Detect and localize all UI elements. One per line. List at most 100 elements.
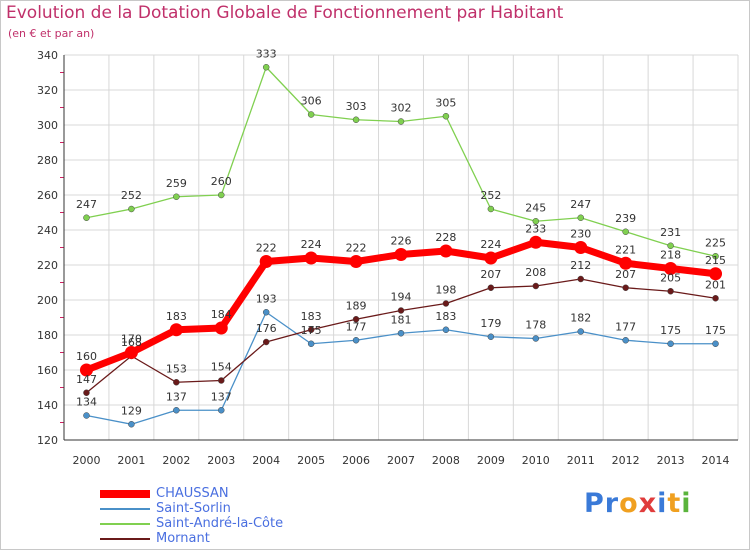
- data-point-saint-sorlin: [173, 407, 180, 414]
- data-point-chaussan: [484, 251, 498, 265]
- data-label-mornant: 207: [480, 268, 501, 281]
- data-point-mornant: [712, 295, 719, 302]
- data-label-saint-sorlin: 134: [76, 396, 97, 409]
- data-label-saint-sorlin: 175: [660, 324, 681, 337]
- x-tick-label: 2005: [297, 454, 325, 467]
- data-point-chaussan: [304, 251, 318, 265]
- data-point-saint-andre-la-cote: [218, 191, 225, 199]
- data-label-saint-andre-la-cote: 305: [435, 96, 456, 109]
- data-label-mornant: 153: [166, 362, 187, 375]
- data-label-mornant: 183: [301, 310, 322, 323]
- y-tick-label: 280: [37, 154, 58, 167]
- y-tick-label: 220: [37, 259, 58, 272]
- data-point-saint-andre-la-cote: [577, 214, 584, 221]
- data-point-chaussan: [619, 256, 633, 270]
- data-point-saint-andre-la-cote: [128, 205, 135, 213]
- data-label-saint-sorlin: 182: [570, 312, 591, 325]
- data-point-saint-sorlin: [218, 407, 225, 414]
- data-label-chaussan: 222: [346, 242, 367, 255]
- data-point-mornant: [307, 326, 315, 333]
- data-point-chaussan: [349, 255, 363, 268]
- data-point-chaussan: [169, 323, 183, 337]
- data-label-mornant: 212: [570, 259, 591, 272]
- data-label-saint-andre-la-cote: 247: [76, 198, 97, 211]
- data-point-saint-sorlin: [262, 309, 270, 316]
- data-label-mornant: 168: [121, 336, 142, 349]
- x-tick-label: 2001: [117, 454, 145, 467]
- data-label-mornant: 205: [660, 271, 681, 284]
- x-tick-label: 2007: [387, 454, 415, 467]
- data-label-saint-sorlin: 129: [121, 404, 142, 417]
- data-point-mornant: [667, 288, 674, 295]
- y-tick-label: 120: [37, 434, 58, 447]
- logo-letter: o: [619, 488, 639, 519]
- logo-letter: i: [657, 488, 668, 519]
- data-point-chaussan: [529, 235, 543, 249]
- x-tick-label: 2000: [72, 454, 100, 467]
- y-tick-label: 200: [37, 294, 58, 307]
- data-label-saint-sorlin: 181: [391, 313, 412, 326]
- y-tick-label: 320: [37, 84, 58, 97]
- x-tick-label: 2004: [252, 454, 280, 467]
- data-label-chaussan: 183: [166, 310, 187, 323]
- x-tick-label: 2012: [612, 454, 640, 467]
- data-label-saint-sorlin: 137: [166, 390, 187, 403]
- data-label-saint-sorlin: 175: [301, 324, 322, 337]
- data-point-mornant: [622, 284, 629, 291]
- data-point-saint-andre-la-cote: [667, 242, 674, 249]
- data-label-saint-andre-la-cote: 302: [391, 102, 412, 115]
- data-point-saint-sorlin: [442, 326, 450, 333]
- data-label-saint-andre-la-cote: 252: [480, 189, 501, 202]
- data-point-saint-sorlin: [532, 335, 540, 342]
- legend-label: Saint-Sorlin: [156, 501, 231, 516]
- x-tick-label: 2006: [342, 454, 370, 467]
- data-label-saint-andre-la-cote: 306: [301, 95, 322, 108]
- data-point-mornant: [397, 307, 405, 314]
- data-label-mornant: 207: [615, 268, 636, 281]
- data-label-chaussan: 184: [211, 308, 232, 321]
- y-tick-label: 260: [37, 189, 58, 202]
- data-label-saint-sorlin: 179: [480, 317, 501, 330]
- data-label-mornant: 208: [525, 266, 546, 279]
- data-label-saint-andre-la-cote: 303: [346, 100, 367, 113]
- data-point-mornant: [532, 282, 540, 290]
- data-label-saint-andre-la-cote: 260: [211, 175, 232, 188]
- data-label-saint-andre-la-cote: 333: [256, 47, 277, 60]
- data-point-mornant: [218, 377, 225, 384]
- data-point-chaussan: [394, 248, 408, 261]
- data-point-mornant: [352, 316, 360, 323]
- data-label-chaussan: 218: [660, 249, 681, 262]
- data-label-mornant: 189: [346, 299, 367, 312]
- data-label-mornant: 198: [435, 284, 456, 297]
- data-point-chaussan: [124, 346, 138, 359]
- data-point-saint-sorlin: [712, 340, 719, 347]
- logo-letter: P: [584, 488, 605, 519]
- chart-title: Evolution de la Dotation Globale de Fonc…: [6, 3, 564, 23]
- data-point-saint-sorlin: [622, 337, 629, 344]
- legend-label: CHAUSSAN: [156, 486, 229, 501]
- data-point-saint-andre-la-cote: [262, 64, 270, 71]
- data-point-saint-andre-la-cote: [487, 205, 495, 213]
- data-label-saint-sorlin: 177: [346, 320, 367, 333]
- data-point-chaussan: [709, 267, 723, 281]
- data-point-saint-sorlin: [667, 340, 674, 347]
- logo-letter: x: [638, 488, 658, 519]
- proxiti-logo[interactable]: Proxiti: [584, 488, 692, 519]
- data-point-mornant: [577, 275, 584, 283]
- legend-label: Mornant: [156, 531, 210, 546]
- data-label-mornant: 201: [705, 278, 726, 291]
- data-point-chaussan: [664, 262, 678, 275]
- logo-letter: i: [681, 488, 692, 519]
- y-tick-label: 180: [37, 329, 58, 342]
- data-point-saint-sorlin: [397, 330, 405, 337]
- data-point-saint-andre-la-cote: [532, 218, 540, 225]
- data-label-mornant: 147: [76, 373, 97, 386]
- data-point-saint-sorlin: [577, 328, 584, 335]
- data-point-saint-andre-la-cote: [173, 193, 180, 200]
- x-tick-label: 2010: [522, 454, 550, 467]
- data-point-chaussan: [574, 241, 588, 254]
- data-label-saint-sorlin: 183: [435, 310, 456, 323]
- data-label-mornant: 154: [211, 361, 232, 374]
- data-label-chaussan: 221: [615, 243, 636, 256]
